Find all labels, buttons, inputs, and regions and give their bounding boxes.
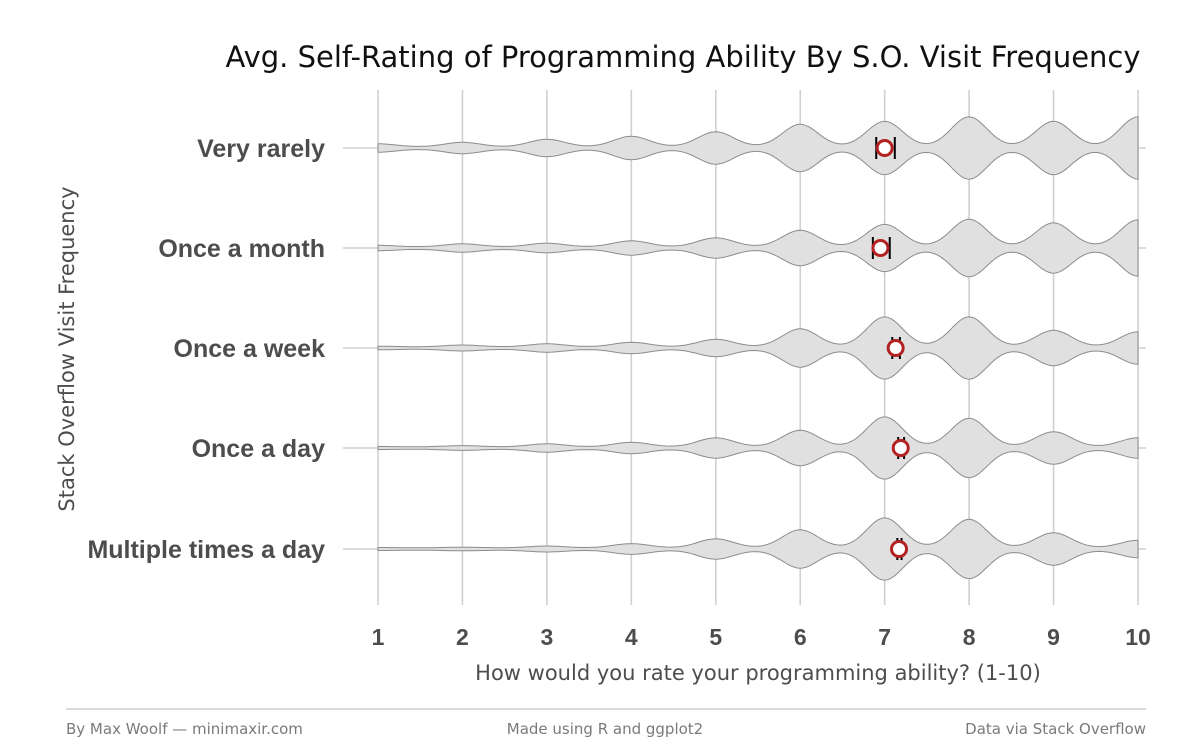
mean-point bbox=[890, 540, 909, 558]
violin-shape bbox=[377, 116, 1139, 180]
x-tick-label: 10 bbox=[1125, 624, 1151, 650]
violin-shape bbox=[377, 316, 1139, 380]
mean-point bbox=[871, 239, 890, 257]
x-tick-label: 7 bbox=[878, 624, 891, 650]
mean-point bbox=[886, 339, 905, 357]
x-tick-label: 8 bbox=[963, 624, 976, 650]
x-tick-label: 5 bbox=[709, 624, 722, 650]
mean-point bbox=[891, 439, 910, 457]
footer-source: Data via Stack Overflow bbox=[965, 720, 1146, 738]
x-tick-label: 6 bbox=[794, 624, 807, 650]
y-category-label: Multiple times a day bbox=[87, 536, 325, 564]
x-axis-title: How would you rate your programming abil… bbox=[475, 661, 1041, 685]
mean-markers bbox=[871, 137, 910, 560]
violins bbox=[377, 116, 1139, 581]
x-tick-label: 2 bbox=[456, 624, 469, 650]
x-tick-label: 4 bbox=[625, 624, 638, 650]
axis-labels: 1 2 3 4 5 6 7 8 9 10 Very rarely Once a month Once a… bbox=[87, 135, 1150, 650]
y-axis-title: Stack Overflow Visit Frequency bbox=[55, 186, 79, 511]
x-tick-label: 1 bbox=[372, 624, 385, 650]
x-tick-label: 9 bbox=[1047, 624, 1060, 650]
footer-made-with: Made using R and ggplot2 bbox=[507, 720, 703, 738]
violin-shape bbox=[377, 517, 1139, 581]
y-category-label: Once a day bbox=[192, 435, 325, 463]
violin-shape bbox=[377, 218, 1139, 278]
chart-title: Avg. Self-Rating of Programming Ability … bbox=[225, 40, 1140, 74]
y-category-label: Once a month bbox=[158, 235, 325, 263]
y-category-label: Once a week bbox=[174, 335, 326, 363]
footer-credit: By Max Woolf — minimaxir.com bbox=[66, 720, 303, 738]
y-category-label: Very rarely bbox=[197, 135, 325, 163]
violin-shape bbox=[377, 416, 1139, 480]
x-tick-label: 3 bbox=[540, 624, 553, 650]
mean-point bbox=[875, 139, 894, 157]
